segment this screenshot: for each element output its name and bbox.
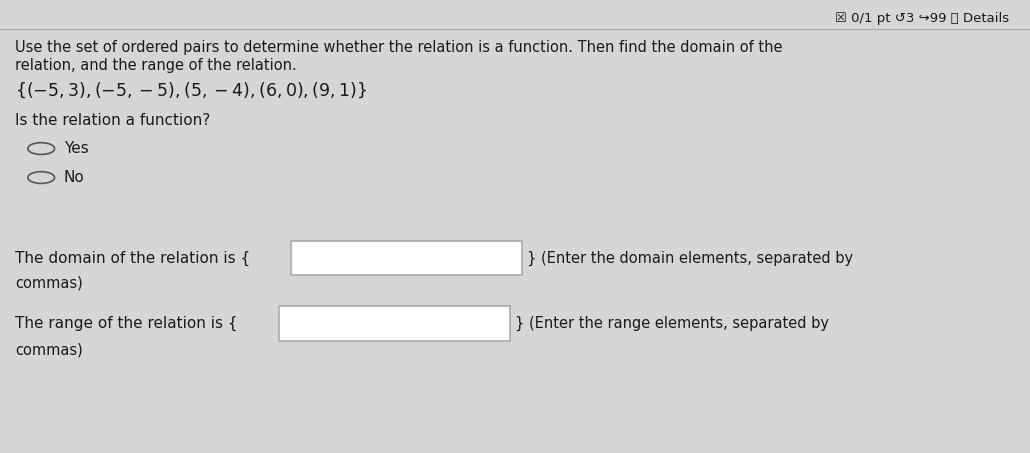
Text: The range of the relation is {: The range of the relation is { bbox=[15, 316, 238, 332]
FancyBboxPatch shape bbox=[279, 306, 510, 341]
Text: commas): commas) bbox=[15, 275, 83, 291]
Text: Use the set of ordered pairs to determine whether the relation is a function. Th: Use the set of ordered pairs to determin… bbox=[15, 40, 783, 55]
Text: Is the relation a function?: Is the relation a function? bbox=[15, 112, 211, 128]
Text: relation, and the range of the relation.: relation, and the range of the relation. bbox=[15, 58, 298, 73]
Text: The domain of the relation is {: The domain of the relation is { bbox=[15, 251, 250, 266]
Text: No: No bbox=[64, 170, 84, 185]
FancyBboxPatch shape bbox=[291, 241, 522, 275]
Text: $\{(-5, 3), (-5, -5), (5, -4), (6, 0), (9, 1)\}$: $\{(-5, 3), (-5, -5), (5, -4), (6, 0), (… bbox=[15, 81, 368, 101]
Text: ☒ 0/1 pt ↺3 ↪99 ⓘ Details: ☒ 0/1 pt ↺3 ↪99 ⓘ Details bbox=[835, 12, 1009, 24]
Text: Yes: Yes bbox=[64, 141, 89, 156]
Text: } (Enter the range elements, separated by: } (Enter the range elements, separated b… bbox=[515, 316, 829, 332]
Text: commas): commas) bbox=[15, 342, 83, 357]
Text: } (Enter the domain elements, separated by: } (Enter the domain elements, separated … bbox=[527, 251, 854, 266]
